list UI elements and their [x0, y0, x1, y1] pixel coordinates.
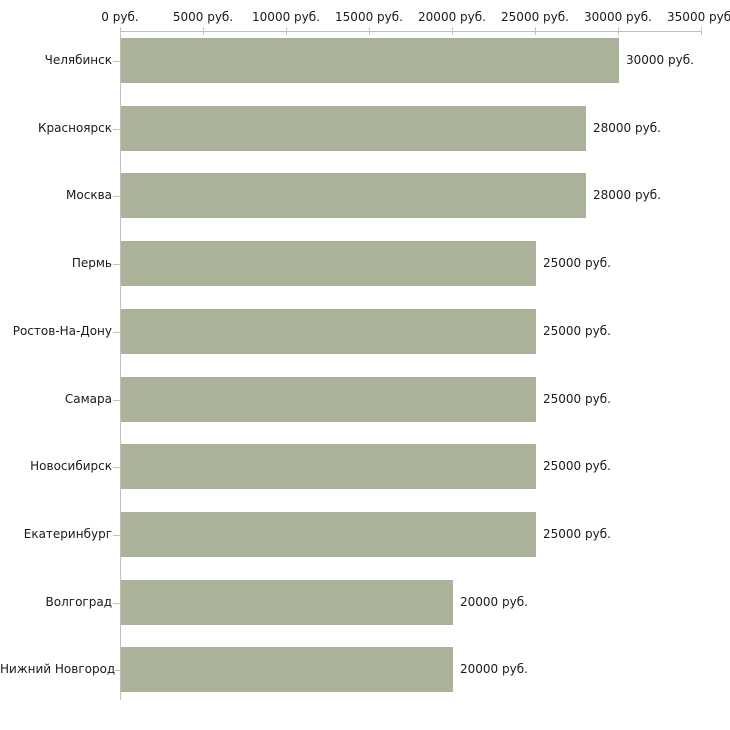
x-axis-tick-mark	[618, 27, 619, 35]
category-label: Екатеринбург	[23, 527, 112, 541]
x-axis-tick-label: 15000 руб.	[335, 10, 403, 24]
value-label: 30000 руб.	[626, 53, 694, 67]
x-axis-tick-label: 35000 руб.	[667, 10, 730, 24]
x-axis-tick-mark	[286, 27, 287, 35]
category-label: Челябинск	[44, 53, 112, 67]
category-tick-mark	[113, 467, 120, 468]
category-tick-mark	[113, 332, 120, 333]
category-tick-mark	[113, 603, 120, 604]
bar-10	[121, 647, 453, 692]
category-tick-mark	[113, 670, 120, 671]
value-label: 20000 руб.	[460, 595, 528, 609]
x-axis-tick-mark	[535, 27, 536, 35]
bar-9	[121, 580, 453, 625]
bar-7	[121, 444, 536, 489]
x-axis-line	[120, 31, 702, 32]
bar-2	[121, 106, 586, 151]
value-label: 25000 руб.	[543, 527, 611, 541]
category-tick-mark	[113, 264, 120, 265]
bar-4	[121, 241, 536, 286]
category-label: Красноярск	[38, 121, 112, 135]
value-label: 25000 руб.	[543, 256, 611, 270]
x-axis-tick-label: 0 руб.	[101, 10, 139, 24]
category-label: Нижний Новгород	[0, 662, 116, 676]
category-label: Новосибирск	[30, 459, 112, 473]
value-label: 20000 руб.	[460, 662, 528, 676]
bar-3	[121, 173, 586, 218]
category-tick-mark	[113, 535, 120, 536]
x-axis-tick-mark	[369, 27, 370, 35]
bar-6	[121, 377, 536, 422]
x-axis-tick-label: 20000 руб.	[418, 10, 486, 24]
category-label: Волгоград	[45, 595, 112, 609]
x-axis-tick-mark	[452, 27, 453, 35]
category-tick-mark	[113, 61, 120, 62]
x-axis-tick-mark	[701, 27, 702, 35]
category-tick-mark	[113, 400, 120, 401]
category-label: Самара	[64, 392, 112, 406]
x-axis-tick-label: 10000 руб.	[252, 10, 320, 24]
category-tick-mark	[113, 196, 120, 197]
x-axis-tick-mark	[203, 27, 204, 35]
x-axis-tick-label: 25000 руб.	[501, 10, 569, 24]
bar-1	[121, 38, 619, 83]
value-label: 25000 руб.	[543, 392, 611, 406]
category-tick-mark	[113, 129, 120, 130]
category-label: Пермь	[71, 256, 112, 270]
x-axis-tick-label: 5000 руб.	[172, 10, 234, 24]
category-label: Москва	[66, 188, 112, 202]
value-label: 28000 руб.	[593, 188, 661, 202]
x-axis-tick-mark	[120, 27, 121, 35]
bar-8	[121, 512, 536, 557]
y-axis-line	[120, 31, 121, 700]
value-label: 25000 руб.	[543, 459, 611, 473]
value-label: 25000 руб.	[543, 324, 611, 338]
value-label: 28000 руб.	[593, 121, 661, 135]
category-label: Ростов-На-Дону	[12, 324, 112, 338]
bar-5	[121, 309, 536, 354]
x-axis-tick-label: 30000 руб.	[584, 10, 652, 24]
